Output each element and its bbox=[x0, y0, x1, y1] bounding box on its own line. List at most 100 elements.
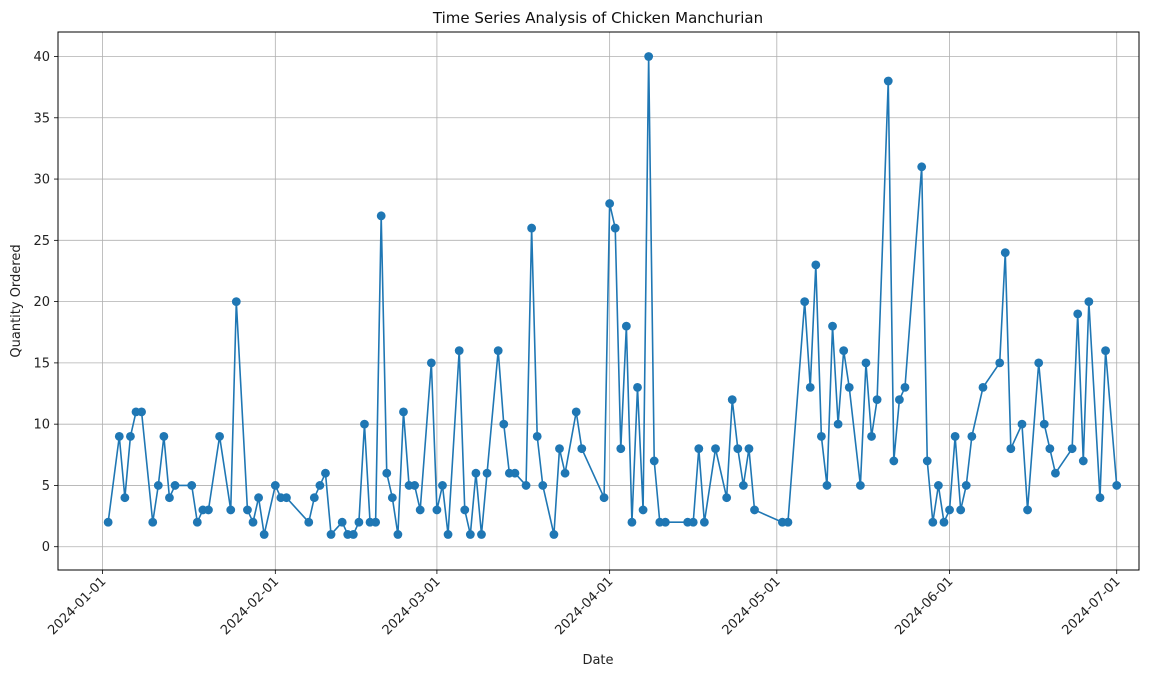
data-point bbox=[644, 52, 654, 61]
data-point bbox=[527, 223, 537, 233]
data-point bbox=[1067, 444, 1077, 454]
data-point bbox=[889, 456, 899, 466]
x-axis-ticks: 2024-01-01 2024-02-01 2024-03-01 2024-04-01… bbox=[45, 570, 1124, 638]
data-point bbox=[471, 468, 481, 478]
data-point bbox=[426, 358, 436, 368]
data-point bbox=[254, 493, 263, 503]
data-point bbox=[354, 517, 364, 527]
data-point bbox=[738, 481, 748, 490]
y-tick-label: 30 bbox=[33, 173, 50, 188]
data-point bbox=[337, 517, 347, 527]
data-point bbox=[599, 493, 609, 503]
data-point bbox=[282, 493, 291, 503]
data-point bbox=[315, 481, 325, 490]
data-point bbox=[917, 162, 927, 172]
data-point bbox=[415, 505, 425, 515]
data-point bbox=[978, 383, 988, 392]
data-point bbox=[532, 432, 542, 441]
y-tick-label: 5 bbox=[42, 479, 50, 494]
data-point bbox=[805, 383, 815, 392]
data-point bbox=[309, 493, 319, 503]
x-axis-label: Date bbox=[582, 653, 613, 668]
x-tick-label: 2024-02-01 bbox=[218, 574, 282, 638]
data-point bbox=[204, 505, 213, 515]
data-point bbox=[722, 493, 732, 503]
data-point bbox=[895, 395, 904, 405]
data-point bbox=[231, 297, 241, 307]
data-point bbox=[126, 432, 135, 441]
data-point bbox=[326, 530, 336, 539]
data-point bbox=[621, 321, 631, 331]
data-point bbox=[922, 456, 932, 466]
data-point bbox=[120, 493, 130, 503]
data-point bbox=[187, 481, 197, 490]
data-point bbox=[855, 481, 865, 490]
x-tick-label: 2024-07-01 bbox=[1060, 574, 1124, 638]
data-point bbox=[883, 76, 893, 86]
data-point bbox=[1095, 493, 1105, 503]
y-tick-label: 20 bbox=[33, 295, 50, 310]
data-point bbox=[538, 481, 548, 490]
data-point bbox=[733, 444, 743, 454]
data-point bbox=[304, 517, 314, 527]
data-point bbox=[822, 481, 832, 490]
plot-frame bbox=[57, 31, 1140, 571]
data-point bbox=[616, 444, 626, 454]
x-tick-label: 2024-03-01 bbox=[380, 574, 444, 638]
data-point bbox=[872, 395, 882, 405]
data-point bbox=[638, 505, 648, 515]
data-point bbox=[410, 481, 420, 490]
data-point bbox=[699, 517, 709, 527]
data-point bbox=[577, 444, 587, 454]
data-point bbox=[828, 321, 837, 331]
y-axis-ticks: 0 5 10 15 20 25 30 35 40 bbox=[33, 50, 58, 555]
data-point bbox=[165, 493, 174, 503]
chart-title: Time Series Analysis of Chicken Manchuri… bbox=[432, 9, 763, 27]
data-point bbox=[1000, 248, 1010, 257]
data-point bbox=[399, 407, 408, 417]
data-point bbox=[867, 432, 876, 441]
data-point bbox=[839, 346, 849, 356]
data-point bbox=[259, 530, 269, 539]
data-point bbox=[1073, 309, 1083, 319]
data-point bbox=[148, 517, 158, 527]
data-point bbox=[633, 383, 642, 392]
data-point bbox=[750, 505, 759, 515]
y-tick-label: 40 bbox=[33, 50, 50, 65]
data-point bbox=[1017, 419, 1027, 429]
data-point bbox=[1039, 419, 1049, 429]
data-point bbox=[861, 358, 871, 368]
data-point bbox=[928, 517, 938, 527]
data-point bbox=[688, 517, 698, 527]
data-point bbox=[432, 505, 442, 515]
data-point bbox=[711, 444, 720, 454]
data-point bbox=[443, 530, 453, 539]
data-point bbox=[844, 383, 854, 392]
data-point bbox=[939, 517, 949, 527]
data-point bbox=[555, 444, 564, 454]
x-tick-label: 2024-01-01 bbox=[45, 574, 109, 638]
data-point bbox=[934, 481, 943, 490]
data-point bbox=[510, 468, 520, 478]
data-point bbox=[549, 530, 559, 539]
data-point bbox=[103, 517, 113, 527]
data-point bbox=[816, 432, 826, 441]
data-point bbox=[382, 468, 392, 478]
data-point bbox=[660, 517, 670, 527]
series-line bbox=[107, 55, 1118, 536]
data-point bbox=[1084, 297, 1094, 307]
data-point bbox=[571, 407, 581, 417]
data-point bbox=[387, 493, 397, 503]
data-point bbox=[465, 530, 475, 539]
data-point bbox=[114, 432, 124, 441]
data-point bbox=[1045, 444, 1055, 454]
data-point bbox=[744, 444, 754, 454]
data-point bbox=[1078, 456, 1088, 466]
data-point bbox=[153, 481, 163, 490]
data-point bbox=[605, 199, 615, 208]
data-point bbox=[727, 395, 737, 405]
data-point bbox=[649, 456, 659, 466]
data-point bbox=[811, 260, 821, 270]
data-point bbox=[321, 468, 330, 478]
